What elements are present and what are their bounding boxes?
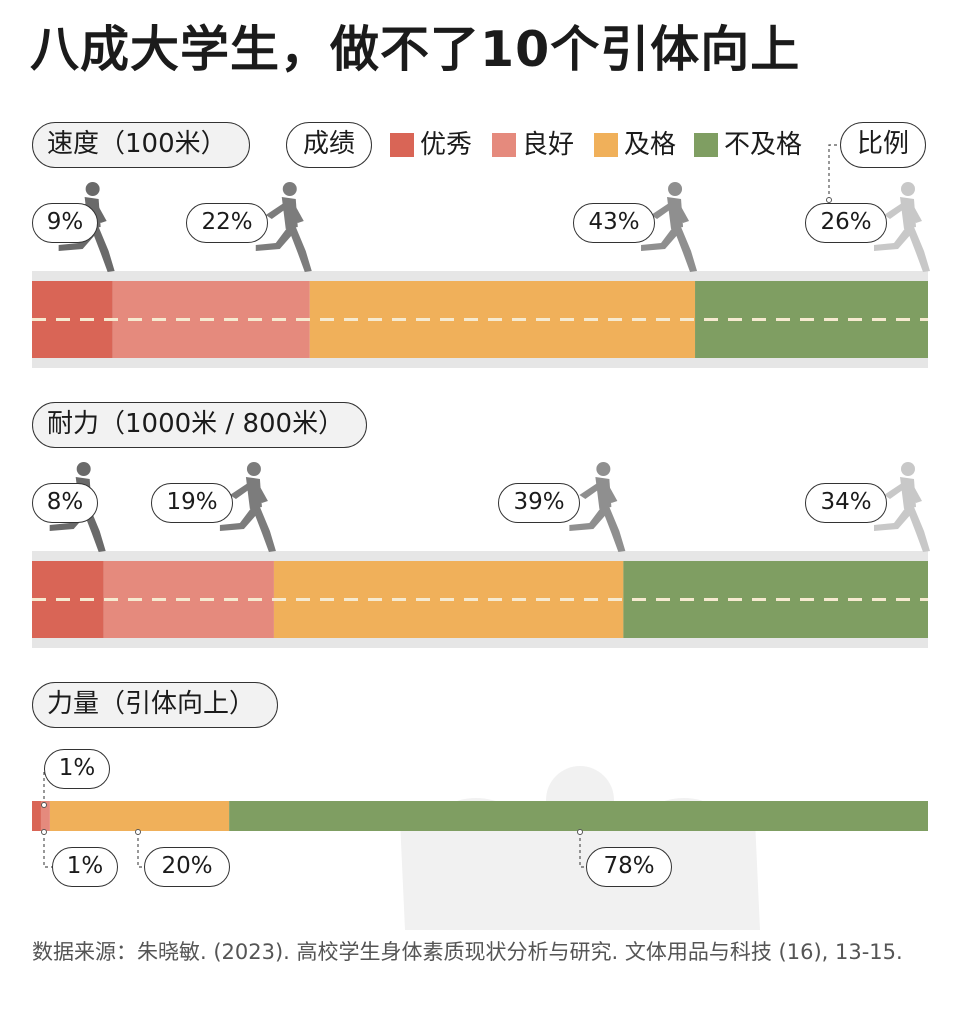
legend-swatch-excellent (390, 133, 414, 157)
leader-line (828, 144, 840, 200)
source-note: 数据来源：朱晓敏. (2023). 高校学生身体素质现状分析与研究. 文体用品与… (32, 940, 903, 964)
section-title-speed: 速度（100米） (32, 122, 250, 168)
bubble-strength-fail: 78% (586, 847, 672, 887)
bar-strength-excellent (32, 801, 41, 831)
bubble-strength-pass: 20% (144, 847, 230, 887)
bubble-speed-excellent: 9% (32, 203, 98, 243)
legend-swatch-fail (694, 133, 718, 157)
bubble-endurance-fail: 34% (805, 483, 887, 523)
legend-swatch-good (492, 133, 516, 157)
bubble-strength-excellent: 1% (44, 749, 110, 789)
bubble-endurance-excellent: 8% (32, 483, 98, 523)
bar-strength-pass (49, 801, 230, 831)
section-title-strength: 力量（引体向上） (32, 682, 279, 728)
legend-swatch-pass (594, 133, 618, 157)
bubble-speed-good: 22% (186, 203, 268, 243)
bubble-endurance-pass: 39% (498, 483, 580, 523)
bubble-strength-good: 1% (52, 847, 118, 887)
legend-item-good: 良好 (522, 130, 575, 160)
bar-strength-fail (229, 801, 928, 831)
muscle-silhouette-icon (400, 766, 760, 930)
page-title: 八成大学生，做不了10个引体向上 (30, 21, 801, 78)
leader-dot (135, 829, 141, 835)
section-title-endurance: 耐力（1000米 / 800米） (32, 402, 368, 448)
leader-dot (41, 829, 47, 835)
bar-strength-good (40, 801, 50, 831)
bubble-speed-pass: 43% (573, 203, 655, 243)
bubble-speed-fail: 26% (805, 203, 887, 243)
legend-label: 成绩 (286, 122, 373, 168)
bubble-endurance-good: 19% (151, 483, 233, 523)
legend-item-excellent: 优秀 (420, 130, 473, 160)
legend-item-pass: 及格 (624, 130, 677, 160)
legend-item-fail: 不及格 (724, 130, 803, 160)
leader-dot (826, 197, 832, 203)
leader-dot (577, 829, 583, 835)
leader-dot (41, 802, 47, 808)
legend-ratio-label: 比例 (840, 122, 927, 168)
